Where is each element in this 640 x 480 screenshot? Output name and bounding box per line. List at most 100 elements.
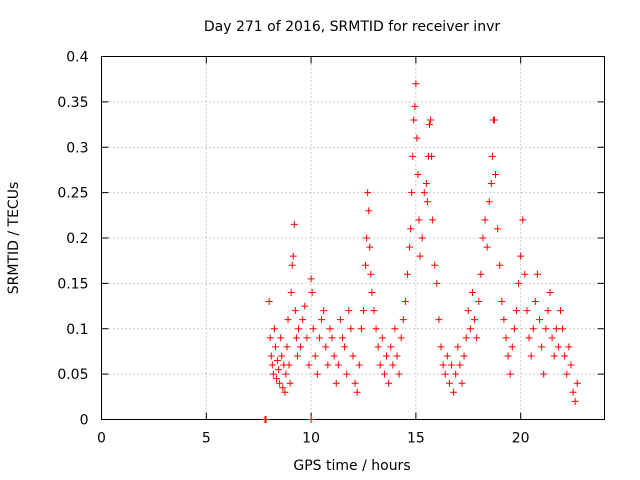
data-point (305, 361, 313, 369)
data-point (441, 370, 449, 378)
y-tick-label: 0.3 (66, 140, 88, 156)
data-point (487, 180, 495, 188)
data-point (265, 298, 273, 306)
data-point (355, 361, 363, 369)
data-point (393, 352, 401, 360)
data-point (407, 225, 415, 233)
data-point (490, 116, 498, 124)
data-point (433, 279, 441, 287)
data-point (536, 316, 544, 324)
data-point (427, 116, 435, 124)
data-point (492, 170, 500, 178)
data-point (287, 288, 295, 296)
data-point (408, 189, 416, 197)
data-point (401, 298, 409, 306)
data-point (422, 180, 430, 188)
data-point (488, 152, 496, 160)
data-point (322, 343, 330, 351)
data-point (403, 270, 411, 278)
axis-ticks (101, 56, 605, 420)
data-point (561, 352, 569, 360)
data-point (286, 379, 294, 387)
data-point (309, 325, 317, 333)
data-point (542, 325, 550, 333)
data-point (273, 375, 281, 383)
data-point (428, 152, 436, 160)
data-point (297, 343, 305, 351)
data-point (475, 298, 483, 306)
data-point (546, 288, 554, 296)
data-point (527, 352, 535, 360)
data-point (429, 216, 437, 224)
data-point (523, 307, 531, 315)
x-tick-label: 20 (512, 431, 530, 447)
y-axis-label: SRMTID / TECUs (6, 182, 22, 295)
data-point (552, 325, 560, 333)
data-point (418, 234, 426, 242)
data-point (399, 316, 407, 324)
y-tick-label: 0.4 (66, 50, 88, 66)
y-tick-label: 0.35 (57, 95, 88, 111)
data-point (289, 252, 297, 260)
data-point (366, 243, 374, 251)
data-point (301, 302, 309, 310)
data-point (341, 343, 349, 351)
data-point (448, 361, 456, 369)
data-point (326, 325, 334, 333)
data-point (359, 307, 367, 315)
data-point (353, 388, 361, 396)
data-point (336, 316, 344, 324)
data-point (299, 316, 307, 324)
data-point (267, 352, 275, 360)
data-point (538, 343, 546, 351)
data-point (380, 370, 388, 378)
data-point (540, 370, 548, 378)
data-point (274, 357, 282, 365)
data-point (365, 207, 373, 215)
data-point (372, 325, 380, 333)
data-point (409, 152, 417, 160)
data-point (554, 343, 562, 351)
data-point (502, 334, 510, 342)
x-tick-label: 15 (407, 431, 425, 447)
data-point (362, 261, 370, 269)
data-point (295, 325, 303, 333)
x-tick-label: 5 (202, 431, 211, 447)
data-point (498, 298, 506, 306)
data-point (315, 334, 323, 342)
data-point (454, 343, 462, 351)
data-point (351, 379, 359, 387)
data-point (437, 343, 445, 351)
data-point (416, 252, 424, 260)
data-point (281, 388, 289, 396)
data-point (364, 189, 372, 197)
data-point (460, 352, 468, 360)
data-point (311, 352, 319, 360)
data-point (517, 252, 525, 260)
data-point (468, 288, 476, 296)
data-point (282, 370, 290, 378)
grid-lines (101, 56, 605, 420)
data-point (410, 116, 418, 124)
data-point (456, 361, 464, 369)
y-tick-label: 0.15 (57, 276, 88, 292)
data-point (285, 361, 293, 369)
data-point (357, 325, 365, 333)
data-point (559, 325, 567, 333)
x-tick-label: 10 (302, 431, 320, 447)
data-point (406, 243, 414, 251)
data-point (411, 102, 419, 110)
data-point (290, 220, 298, 228)
data-point (328, 334, 336, 342)
data-point (414, 170, 422, 178)
data-point (485, 198, 493, 206)
data-point (291, 307, 299, 315)
data-point (313, 370, 321, 378)
data-point (510, 325, 518, 333)
data-point (397, 334, 405, 342)
data-point (567, 361, 575, 369)
data-point (556, 307, 564, 315)
data-point (573, 379, 581, 387)
data-point (283, 343, 291, 351)
